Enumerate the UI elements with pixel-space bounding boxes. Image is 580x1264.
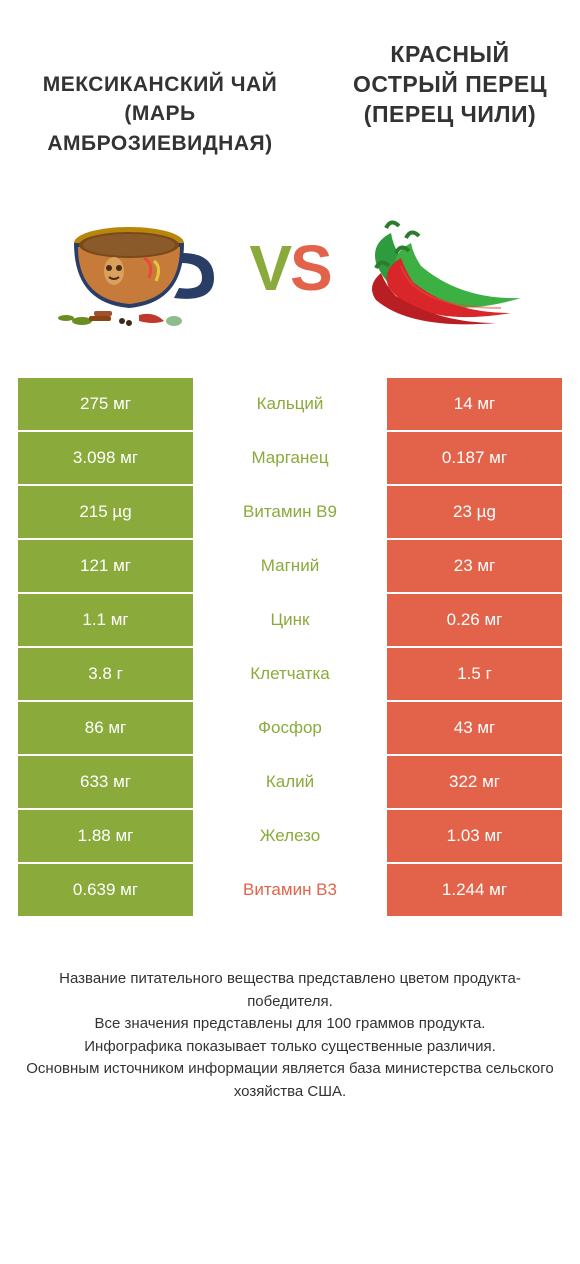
chili-peppers-icon — [361, 198, 531, 338]
nutrient-label: Фосфор — [193, 702, 387, 754]
table-row: 3.8 гКлетчатка1.5 г — [18, 648, 562, 700]
table-row: 3.098 мгМарганец0.187 мг — [18, 432, 562, 484]
comparison-table: 275 мгКальций14 мг3.098 мгМарганец0.187 … — [0, 378, 580, 916]
table-row: 121 мгМагний23 мг — [18, 540, 562, 592]
value-right: 23 µg — [387, 486, 562, 538]
nutrient-label: Витамин B9 — [193, 486, 387, 538]
footer-line: Основным источником информации является … — [25, 1058, 555, 1103]
footer-line: Все значения представлены для 100 граммо… — [25, 1013, 555, 1036]
value-right: 1.03 мг — [387, 810, 562, 862]
footer-notes: Название питательного вещества представл… — [0, 918, 580, 1103]
table-row: 1.1 мгЦинк0.26 мг — [18, 594, 562, 646]
value-right: 43 мг — [387, 702, 562, 754]
vs-s: S — [290, 232, 331, 304]
nutrient-label: Клетчатка — [193, 648, 387, 700]
table-row: 0.639 мгВитамин B31.244 мг — [18, 864, 562, 916]
table-row: 275 мгКальций14 мг — [18, 378, 562, 430]
nutrient-label: Витамин B3 — [193, 864, 387, 916]
vs-row: VS — [0, 178, 580, 378]
product-title-right: КРАСНЫЙ ОСТРЫЙ ПЕРЕЦ (ПЕРЕЦ ЧИЛИ) — [350, 40, 550, 158]
table-row: 633 мгКалий322 мг — [18, 756, 562, 808]
value-left: 215 µg — [18, 486, 193, 538]
vs-label: VS — [249, 231, 330, 305]
value-right: 1.5 г — [387, 648, 562, 700]
nutrient-label: Марганец — [193, 432, 387, 484]
tea-cup-icon — [49, 198, 219, 338]
value-right: 1.244 мг — [387, 864, 562, 916]
value-right: 0.187 мг — [387, 432, 562, 484]
value-right: 23 мг — [387, 540, 562, 592]
header: МЕКСИКАНСКИЙ ЧАЙ (МАРЬ АМБРОЗИЕВИДНАЯ) К… — [0, 0, 580, 178]
value-left: 275 мг — [18, 378, 193, 430]
value-right: 322 мг — [387, 756, 562, 808]
value-left: 86 мг — [18, 702, 193, 754]
nutrient-label: Железо — [193, 810, 387, 862]
nutrient-label: Калий — [193, 756, 387, 808]
value-left: 121 мг — [18, 540, 193, 592]
table-row: 1.88 мгЖелезо1.03 мг — [18, 810, 562, 862]
value-right: 0.26 мг — [387, 594, 562, 646]
value-left: 1.88 мг — [18, 810, 193, 862]
footer-line: Инфографика показывает только существенн… — [25, 1036, 555, 1059]
table-row: 86 мгФосфор43 мг — [18, 702, 562, 754]
footer-line: Название питательного вещества представл… — [25, 968, 555, 1013]
value-left: 3.8 г — [18, 648, 193, 700]
value-left: 0.639 мг — [18, 864, 193, 916]
value-left: 1.1 мг — [18, 594, 193, 646]
nutrient-label: Магний — [193, 540, 387, 592]
table-row: 215 µgВитамин B923 µg — [18, 486, 562, 538]
product-title-left: МЕКСИКАНСКИЙ ЧАЙ (МАРЬ АМБРОЗИЕВИДНАЯ) — [30, 70, 290, 158]
vs-v: V — [249, 232, 290, 304]
nutrient-label: Кальций — [193, 378, 387, 430]
nutrient-label: Цинк — [193, 594, 387, 646]
value-left: 633 мг — [18, 756, 193, 808]
value-left: 3.098 мг — [18, 432, 193, 484]
value-right: 14 мг — [387, 378, 562, 430]
